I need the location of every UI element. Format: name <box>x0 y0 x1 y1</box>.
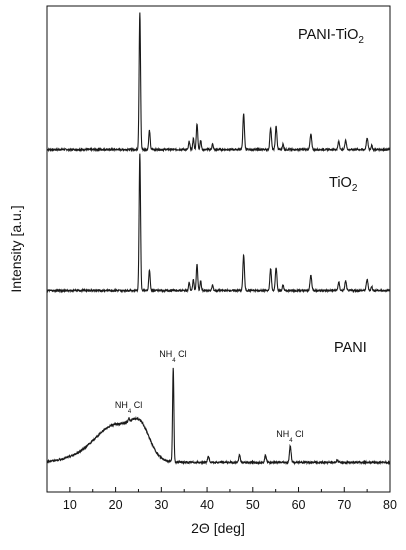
x-ticks: 10 20 30 40 50 60 70 80 <box>46 487 397 512</box>
series-line-1 <box>46 12 391 153</box>
series-label-1: PANI-TiO2 <box>298 27 364 46</box>
nh4cl-annotation: NH4 Cl <box>115 400 142 415</box>
annotation-subscript: 4 <box>289 438 293 444</box>
x-tick-label: 20 <box>109 498 123 512</box>
plot-frame <box>46 5 391 493</box>
series-line-2 <box>46 153 391 294</box>
series-label-subscript: 2 <box>358 35 364 46</box>
x-tick-label: 30 <box>154 498 168 512</box>
x-tick-label: 40 <box>200 498 214 512</box>
annotation-suffix: Cl <box>131 400 142 410</box>
series-label-text: PANI-TiO <box>298 27 358 43</box>
x-axis-title: 2Θ [deg] <box>191 520 245 536</box>
series-label-text: TiO <box>329 175 352 191</box>
series-traces <box>46 12 391 466</box>
x-tick-label: 80 <box>383 498 397 512</box>
annotation-suffix: Cl <box>293 429 304 439</box>
series-label-text: PANI <box>334 340 367 356</box>
series-label-2: TiO2 <box>329 175 358 194</box>
x-tick-label: 60 <box>292 498 306 512</box>
x-tick-label: 70 <box>337 498 351 512</box>
annotation-suffix: Cl <box>176 349 187 359</box>
series-label-3: PANI <box>334 340 367 356</box>
x-tick-label: 50 <box>246 498 260 512</box>
annotation-subscript: 4 <box>128 409 132 415</box>
y-axis-title: Intensity [a.u.] <box>8 205 24 292</box>
annotation-text: NH <box>159 349 172 359</box>
nh4cl-annotation: NH4 Cl <box>159 349 186 364</box>
annotation-text: NH <box>115 400 128 410</box>
annotation-text: NH <box>276 429 289 439</box>
annotation-subscript: 4 <box>172 358 176 364</box>
nh4cl-annotation: NH4 Cl <box>276 429 303 444</box>
series-line-3 <box>46 367 391 466</box>
x-tick-label: 10 <box>63 498 77 512</box>
series-label-subscript: 2 <box>352 183 358 194</box>
